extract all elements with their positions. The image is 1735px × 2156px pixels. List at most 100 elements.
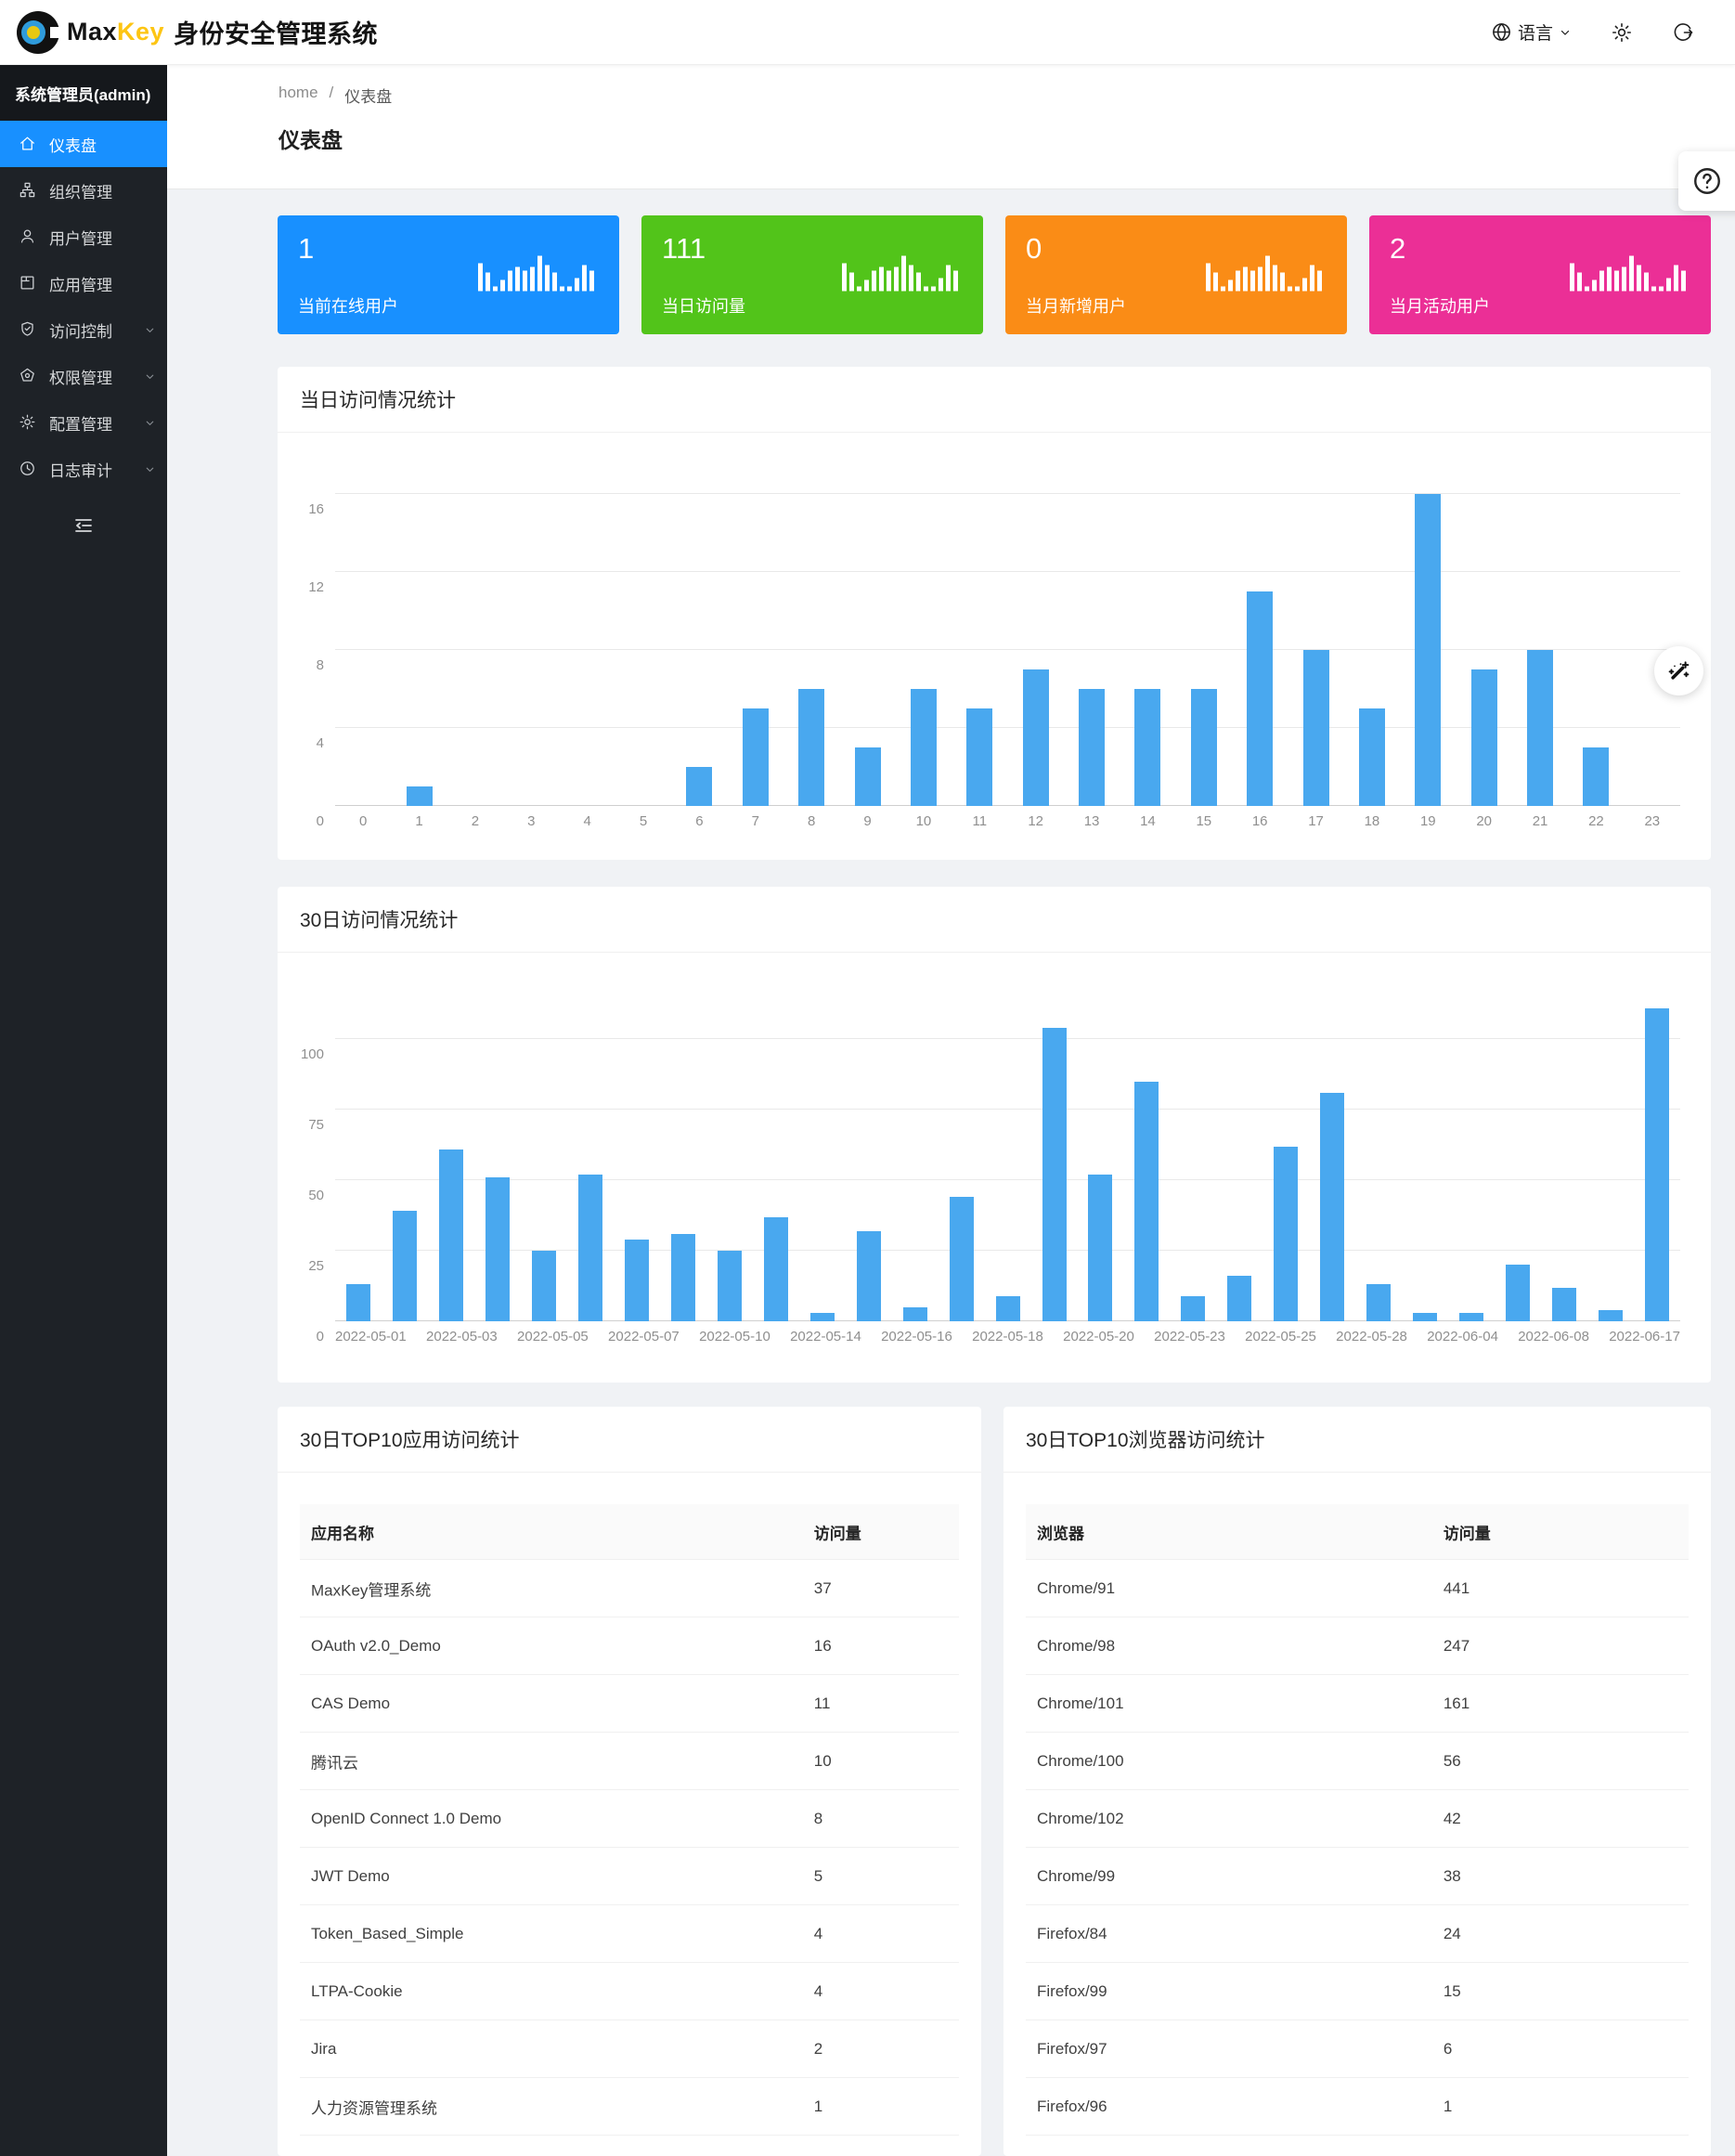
bar (1022, 669, 1049, 806)
x-axis-tick: 20 (1476, 813, 1493, 829)
sidebar-collapse-button[interactable] (0, 514, 167, 537)
theme-toggle-button[interactable] (1654, 646, 1703, 695)
bar (485, 1177, 510, 1321)
settings-button[interactable] (1611, 21, 1633, 44)
x-axis-tick: 11 (972, 813, 988, 829)
breadcrumb-home-link[interactable]: home (278, 84, 318, 101)
x-axis-tick: 2022-05-20 (1063, 1329, 1134, 1344)
bar (1181, 1296, 1206, 1321)
x-axis-tick: 2 (471, 813, 480, 829)
row-name: Firefox/99 (1037, 1981, 1107, 2000)
table-row: Chrome/102 42 (1026, 1790, 1689, 1848)
bar (624, 1240, 649, 1321)
breadcrumb: home / 仪表盘 (278, 84, 392, 107)
column-header-visits: 访问量 (1443, 1525, 1491, 1542)
page-title: 仪表盘 (278, 128, 343, 152)
row-value: 161 (1443, 1694, 1470, 1712)
x-axis-tick: 10 (915, 813, 932, 829)
bar (345, 1284, 370, 1321)
brand-max: Max (67, 18, 118, 45)
sidebar-item-4[interactable]: 访问控制 (0, 306, 167, 353)
home-icon (19, 135, 37, 153)
bar (1645, 1008, 1670, 1321)
x-axis-tick: 2022-05-01 (335, 1329, 407, 1344)
bar (686, 767, 713, 806)
column-header-app-name: 应用名称 (311, 1525, 374, 1542)
appstore-icon (19, 274, 37, 292)
stat-label: 当前在线用户 (298, 297, 398, 316)
breadcrumb-separator: / (329, 84, 334, 101)
bar (670, 1234, 695, 1321)
bar (1527, 650, 1554, 806)
help-button[interactable] (1678, 151, 1735, 211)
table-row: Chrome/101 161 (1026, 1675, 1689, 1733)
sidebar-item-3[interactable]: 应用管理 (0, 260, 167, 306)
row-value: 1 (813, 2097, 823, 2115)
row-value: 11 (813, 1694, 831, 1712)
sidebar-item-1[interactable]: 组织管理 (0, 167, 167, 214)
y-axis-tick: 0 (316, 1329, 324, 1344)
y-axis-tick: 0 (316, 813, 324, 829)
x-axis-tick: 2022-05-23 (1154, 1329, 1225, 1344)
bar (798, 689, 825, 806)
row-name: Chrome/99 (1037, 1866, 1116, 1885)
x-axis-tick: 2022-05-16 (881, 1329, 952, 1344)
x-axis-tick (1498, 1329, 1518, 1344)
stat-card-1: 111 当日访问量 (641, 215, 983, 334)
row-name: Chrome/101 (1037, 1694, 1124, 1712)
table-row: 人力资源管理系统 1 (300, 2078, 959, 2136)
sidebar-item-7[interactable]: 日志审计 (0, 446, 167, 492)
x-axis-tick: 16 (1251, 813, 1268, 829)
stat-card-2: 0 当月新增用户 (1005, 215, 1347, 334)
language-menu[interactable]: 语言 (1491, 19, 1572, 45)
row-value: 4 (813, 1924, 823, 1942)
x-axis-tick: 15 (1196, 813, 1212, 829)
x-axis-tick: 9 (863, 813, 872, 829)
chart-title: 30日访问情况统计 (300, 910, 459, 931)
bar (1042, 1028, 1067, 1321)
gridline: 50 (308, 1179, 1680, 1203)
row-name: Chrome/98 (1037, 1636, 1116, 1655)
chevron-down-icon (144, 463, 156, 475)
table-row: Chrome/100 56 (1026, 1733, 1689, 1790)
bar (966, 708, 993, 806)
table-row: Chrome/98 247 (1026, 1617, 1689, 1675)
x-axis-tick (498, 1329, 517, 1344)
row-value: 5 (813, 1866, 823, 1885)
sidebar-item-label: 仪表盘 (49, 136, 97, 155)
maxkey-logo-icon (17, 10, 61, 54)
bar (910, 689, 937, 806)
x-axis-tick: 1 (415, 813, 423, 829)
row-name: 人力资源管理系统 (311, 2099, 437, 2117)
sidebar-item-2[interactable]: 用户管理 (0, 214, 167, 260)
gridline: 25 (308, 1250, 1680, 1274)
bar (1134, 1082, 1159, 1321)
sidebar-item-label: 访问控制 (49, 322, 112, 341)
y-axis-tick: 25 (308, 1258, 324, 1274)
current-user-label: 系统管理员(admin) (0, 65, 167, 121)
chevron-down-icon (144, 417, 156, 429)
gear-icon (19, 413, 37, 432)
bar (1552, 1288, 1577, 1321)
breadcrumb-current: 仪表盘 (344, 88, 393, 106)
sidebar-item-5[interactable]: 权限管理 (0, 353, 167, 399)
row-name: Firefox/97 (1037, 2039, 1107, 2058)
clock-icon (19, 460, 37, 478)
sidebar-item-0[interactable]: 仪表盘 (0, 121, 167, 167)
sidebar-item-6[interactable]: 配置管理 (0, 399, 167, 446)
row-value: 10 (813, 1751, 832, 1770)
stat-label: 当日访问量 (662, 297, 745, 316)
x-axis-tick (680, 1329, 699, 1344)
sidebar-item-label: 日志审计 (49, 461, 112, 480)
row-name: Token_Based_Simple (311, 1924, 464, 1942)
chevron-down-icon (1559, 26, 1572, 39)
x-axis-tick (1407, 1329, 1427, 1344)
app-header: Max Key 身份安全管理系统 语言 (0, 0, 1735, 65)
hourly-visits-bar-chart: 0 4 8 12 16 (308, 493, 1680, 829)
row-name: OAuth v2.0_Demo (311, 1636, 441, 1655)
row-value: 38 (1443, 1866, 1461, 1885)
bar (1190, 689, 1217, 806)
x-axis-tick: 2022-05-05 (517, 1329, 589, 1344)
logout-button[interactable] (1672, 21, 1694, 44)
row-value: 1 (1443, 2097, 1453, 2115)
